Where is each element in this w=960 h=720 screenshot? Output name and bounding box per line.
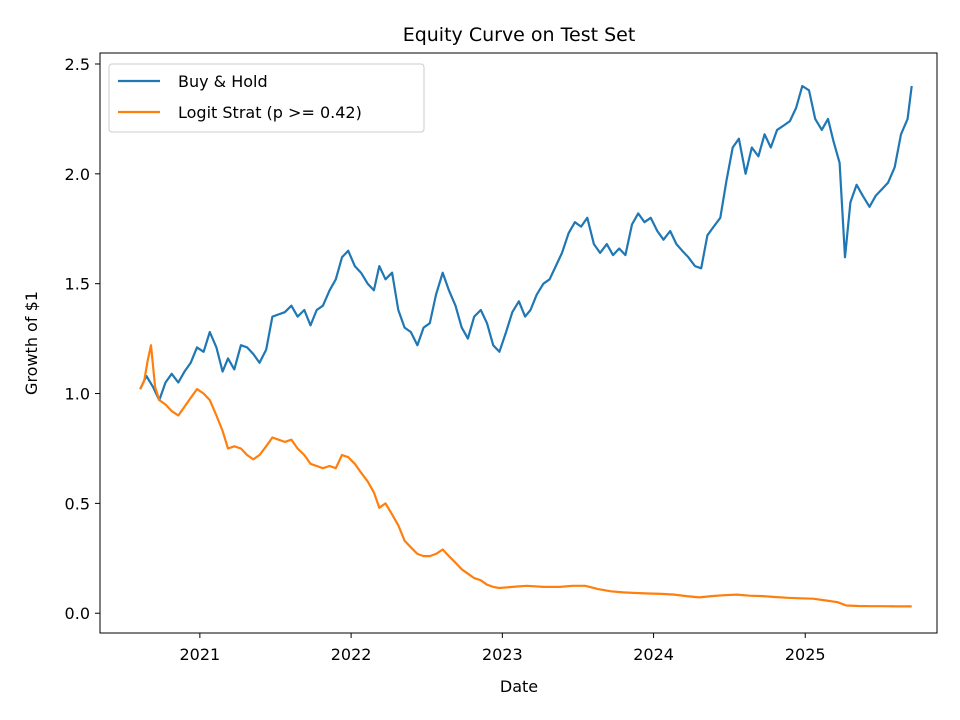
legend: Buy & Hold Logit Strat (p >= 0.42)	[108, 63, 425, 133]
y-tick-label: 0.5	[65, 494, 90, 513]
x-tick-label: 2025	[785, 645, 826, 664]
legend-label-buy-hold: Buy & Hold	[178, 72, 268, 91]
plot-area	[139, 84, 913, 608]
x-tick-label: 2023	[482, 645, 523, 664]
x-tick-label: 2021	[180, 645, 221, 664]
x-axis-ticks: 2021 2022 2023 2024 2025	[180, 633, 826, 664]
y-tick-label: 1.5	[65, 275, 90, 294]
chart-title: Equity Curve on Test Set	[403, 24, 636, 46]
x-axis-label: Date	[500, 677, 538, 696]
y-tick-label: 0.0	[65, 604, 90, 623]
series-layer	[139, 84, 913, 608]
y-axis-ticks: 0.0 0.5 1.0 1.5 2.0 2.5	[65, 55, 100, 623]
legend-label-logit-strat: Logit Strat (p >= 0.42)	[178, 103, 362, 122]
series-line-1	[139, 344, 912, 608]
y-tick-label: 1.0	[65, 385, 90, 404]
x-tick-label: 2022	[331, 645, 372, 664]
x-tick-label: 2024	[633, 645, 674, 664]
series-line-0	[139, 84, 913, 402]
y-tick-label: 2.0	[65, 165, 90, 184]
y-axis-label: Growth of $1	[22, 291, 41, 395]
legend-box	[108, 63, 425, 133]
y-tick-label: 2.5	[65, 55, 90, 74]
axes-frame	[99, 52, 938, 634]
